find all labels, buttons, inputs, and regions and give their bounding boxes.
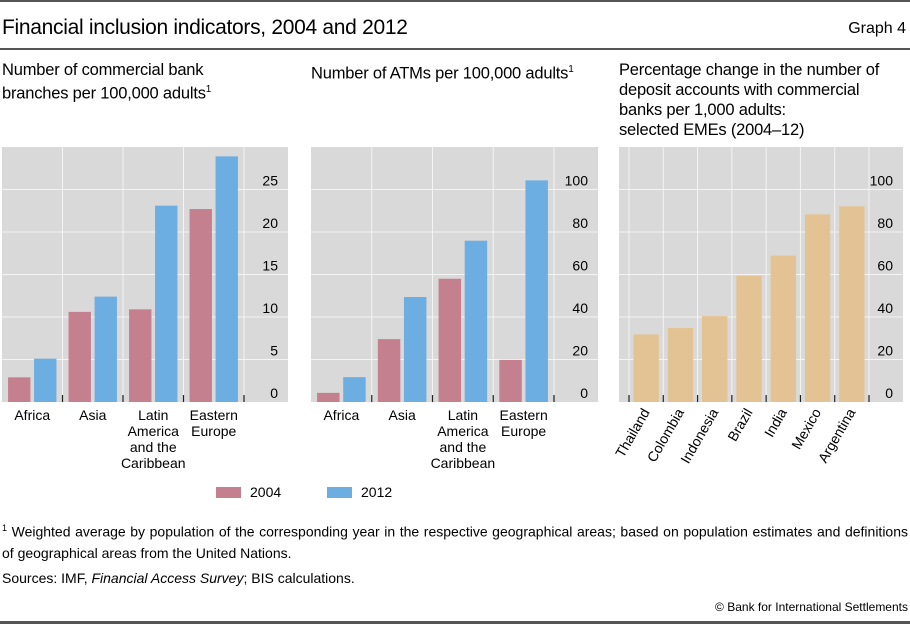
y-tick-label: 100 — [565, 173, 589, 189]
legend-swatch-2004 — [216, 486, 241, 498]
top-rule — [0, 0, 910, 2]
panel3-title: Percentage change in the number of depos… — [619, 60, 879, 140]
y-tick-label: 20 — [262, 215, 278, 231]
x-tick-label: Caribbean — [431, 455, 496, 471]
x-tick-label: Mexico — [788, 405, 824, 452]
legend-item-2004: 2004 — [216, 484, 281, 500]
x-tick-label: Eastern — [190, 407, 238, 423]
y-tick-label: 5 — [270, 343, 278, 359]
x-tick-label: and the — [440, 439, 487, 455]
y-tick-label: 10 — [262, 300, 278, 316]
y-tick-label: 25 — [262, 173, 278, 189]
y-tick-label: 80 — [877, 215, 893, 231]
y-tick-label: 40 — [877, 300, 893, 316]
y-tick-label: 60 — [572, 258, 588, 274]
x-tick-label: Eastern — [500, 407, 548, 423]
sources: Sources: IMF, Financial Access Survey; B… — [2, 570, 355, 586]
bar-2012-africa — [34, 358, 57, 402]
x-tick-label: Latin — [138, 407, 168, 423]
x-tick-label: Asia — [79, 407, 106, 423]
panel2-title: Number of ATMs per 100,000 adults1 — [311, 60, 574, 84]
bar-2004-asia — [377, 339, 401, 402]
legend-swatch-2012 — [327, 486, 352, 498]
legend-item-2012: 2012 — [327, 484, 392, 500]
bar-india — [770, 255, 796, 402]
x-tick-label: Africa — [323, 407, 359, 423]
sources-prefix: Sources: IMF, — [2, 570, 92, 586]
copyright: © Bank for International Settlements — [715, 600, 908, 614]
panel3-title-line4: selected EMEs (2004–12) — [619, 121, 805, 139]
bar-2004-eastern-europe — [499, 359, 522, 402]
panel1-footnote-marker: 1 — [205, 84, 212, 95]
x-tick-label: India — [761, 405, 790, 439]
x-tick-label: Asia — [389, 407, 416, 423]
panel1-title: Number of commercial bank branches per 1… — [2, 60, 211, 104]
bar-2012-asia — [94, 296, 117, 402]
chart-title: Financial inclusion indicators, 2004 and… — [2, 16, 408, 39]
panel3-title-line1: Percentage change in the number of — [619, 61, 880, 79]
y-tick-label: 40 — [572, 300, 588, 316]
y-tick-label: 0 — [270, 385, 278, 401]
y-tick-label: 20 — [572, 343, 588, 359]
bar-2012-asia — [403, 297, 427, 402]
bar-2012-latin-america-and-the-caribbean — [155, 205, 178, 402]
bar-2004-latin-america-and-the-caribbean — [129, 309, 152, 402]
x-tick-label: America — [128, 423, 180, 439]
x-tick-label: Africa — [14, 407, 50, 423]
x-tick-label: Caribbean — [121, 455, 186, 471]
bar-2004-africa — [8, 377, 31, 402]
bar-thailand — [633, 334, 659, 402]
bar-2012-africa — [343, 377, 366, 402]
legend-label-2004: 2004 — [250, 484, 282, 500]
y-tick-label: 0 — [580, 385, 588, 401]
bottom-rule — [0, 621, 910, 624]
y-tick-label: 100 — [870, 173, 894, 189]
footnote: 1 Weighted average by population of the … — [2, 518, 908, 564]
graph-number: Graph 4 — [848, 20, 906, 37]
x-tick-label: and the — [130, 439, 177, 455]
panel2-footnote-marker: 1 — [568, 64, 574, 75]
bar-colombia — [667, 328, 694, 402]
sources-suffix: ; BIS calculations. — [243, 570, 355, 586]
legend-label-2012: 2012 — [361, 484, 393, 500]
bar-2012-eastern-europe — [525, 180, 548, 402]
bar-2004-africa — [317, 392, 340, 402]
x-tick-label: Europe — [191, 423, 236, 439]
bar-brazil — [736, 275, 762, 402]
panel1-title-line1: Number of commercial bank — [2, 61, 204, 79]
bar-argentina — [839, 206, 865, 402]
panel3-title-line3: banks per 1,000 adults: — [619, 101, 786, 119]
sources-italic: Financial Access Survey — [91, 570, 244, 586]
y-tick-label: 0 — [885, 385, 893, 401]
x-tick-label: Brazil — [724, 406, 755, 444]
bar-2012-eastern-europe — [215, 156, 238, 402]
footnote-marker: 1 — [2, 523, 8, 533]
x-tick-label: America — [437, 423, 489, 439]
panel1-title-line2: branches per 100,000 adults — [2, 84, 206, 103]
panel3-title-line2: deposit accounts with commercial — [619, 81, 860, 99]
panel2-title-line1: Number of ATMs per 100,000 adults — [311, 64, 569, 83]
bar-indonesia — [702, 316, 728, 402]
x-tick-label: Latin — [448, 407, 478, 423]
y-tick-label: 20 — [877, 343, 893, 359]
bar-2004-latin-america-and-the-caribbean — [438, 278, 462, 402]
bar-2012-latin-america-and-the-caribbean — [464, 240, 488, 402]
y-tick-label: 15 — [262, 258, 278, 274]
header-rule — [0, 48, 910, 50]
bar-mexico — [804, 214, 831, 402]
bar-2004-asia — [68, 311, 91, 402]
y-tick-label: 60 — [877, 258, 893, 274]
y-tick-label: 80 — [572, 215, 588, 231]
x-tick-label: Europe — [501, 423, 546, 439]
bar-2004-eastern-europe — [189, 209, 212, 402]
footnote-text: Weighted average by population of the co… — [2, 523, 908, 561]
